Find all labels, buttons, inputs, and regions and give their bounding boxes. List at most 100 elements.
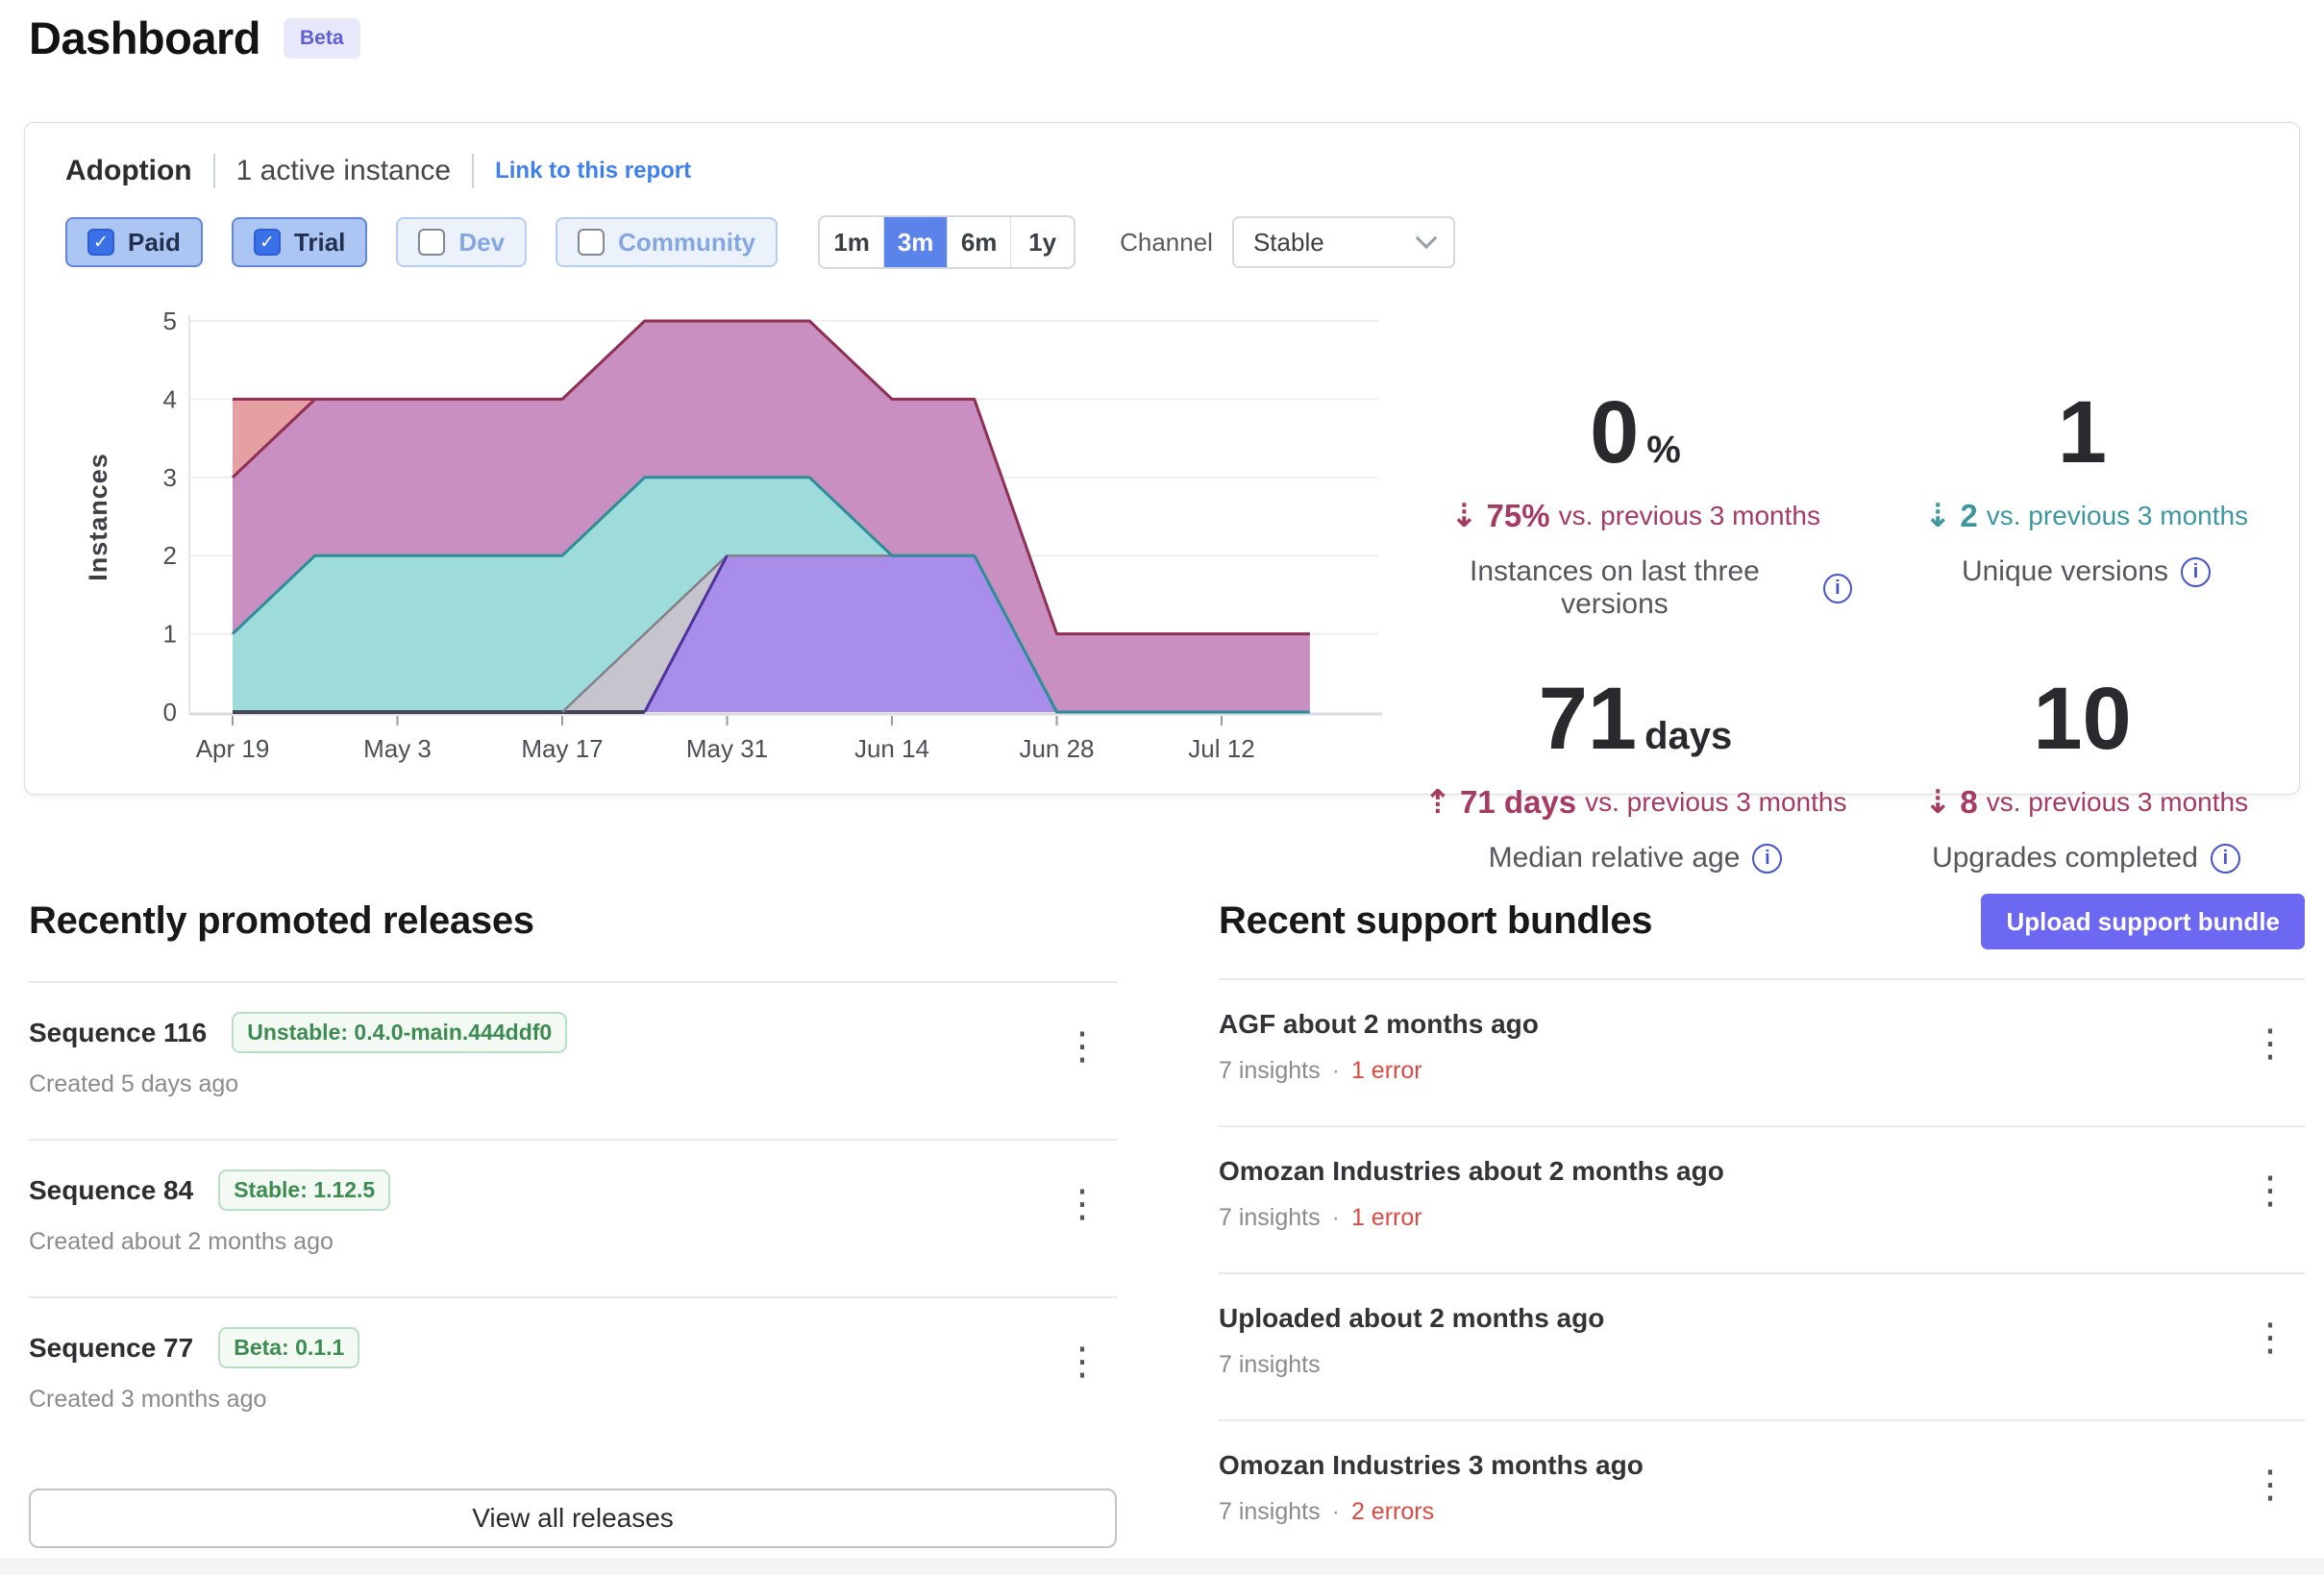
chevron-down-icon bbox=[1415, 227, 1438, 250]
kebab-menu-icon[interactable]: ⋮ bbox=[1053, 1023, 1111, 1070]
x-tick-label: May 17 bbox=[521, 734, 603, 763]
page-bottom-strip bbox=[0, 1559, 2324, 1575]
release-channel-badge: Beta: 0.1.1 bbox=[218, 1327, 360, 1368]
stat-trend: ⇣ 8 vs. previous 3 months bbox=[1923, 783, 2249, 822]
info-icon[interactable]: i bbox=[1752, 843, 1783, 874]
bundle-insights: 7 insights bbox=[1219, 1351, 1321, 1378]
filter-community-checkbox[interactable]: Community bbox=[556, 217, 779, 267]
kebab-menu-icon[interactable]: ⋮ bbox=[2241, 1462, 2299, 1508]
checkbox-icon: ✓ bbox=[87, 229, 114, 256]
adoption-stats: 0% ⇣ 75% vs. previous 3 months Instances… bbox=[1419, 388, 2303, 874]
bundle-meta: 7 insights · 1 error bbox=[1219, 1204, 2305, 1232]
page-title: Dashboard bbox=[29, 12, 261, 63]
upload-support-bundle-button[interactable]: Upload support bundle bbox=[1981, 894, 2305, 949]
stat-label: Upgrades completed i bbox=[1869, 842, 2303, 874]
filter-label: Trial bbox=[293, 227, 346, 257]
trend-arrow-icon: ⇣ bbox=[1450, 497, 1478, 535]
release-row: Sequence 116 Unstable: 0.4.0-main.444ddf… bbox=[29, 981, 1117, 1139]
stat-label: Instances on last three versions i bbox=[1419, 555, 1852, 621]
version-band-mauve bbox=[233, 321, 1310, 712]
range-6m-button[interactable]: 6m bbox=[947, 217, 1011, 267]
trend-arrow-icon: ⇡ bbox=[1423, 783, 1452, 822]
time-range-selector: 1m 3m 6m 1y bbox=[818, 215, 1076, 269]
release-title: Sequence 116 bbox=[29, 1017, 208, 1047]
kebab-menu-icon[interactable]: ⋮ bbox=[1053, 1339, 1111, 1385]
adoption-filters-row: ✓ Paid ✓ Trial Dev Community 1m 3m 6m 1y… bbox=[65, 215, 1455, 269]
filter-label: Paid bbox=[128, 227, 181, 257]
y-tick-label: 1 bbox=[163, 620, 177, 649]
channel-label: Channel bbox=[1120, 227, 1213, 257]
info-icon[interactable]: i bbox=[1822, 573, 1852, 603]
bundle-insights: 7 insights bbox=[1219, 1498, 1321, 1525]
checkbox-icon: ✓ bbox=[253, 229, 281, 256]
x-tick-label: Jun 28 bbox=[1019, 734, 1094, 763]
info-icon[interactable]: i bbox=[2181, 556, 2212, 587]
filter-trial-checkbox[interactable]: ✓ Trial bbox=[231, 217, 368, 267]
release-row: Sequence 84 Stable: 1.12.5 Created about… bbox=[29, 1139, 1117, 1296]
channel-control: Channel Stable bbox=[1120, 216, 1455, 268]
release-created: Created 5 days ago bbox=[29, 1071, 239, 1097]
filter-paid-checkbox[interactable]: ✓ Paid bbox=[65, 217, 203, 267]
stat-upgrades-completed: 10 ⇣ 8 vs. previous 3 months Upgrades co… bbox=[1869, 675, 2303, 874]
adoption-chart[interactable]: 0 1 2 3 4 5 Apr 19 May 3 May 17 May 31 Jun 14 Jun 2… bbox=[25, 286, 1428, 786]
filter-label: Dev bbox=[458, 227, 506, 257]
y-tick-label: 3 bbox=[163, 463, 177, 492]
dot-separator: · bbox=[1331, 1204, 1340, 1231]
channel-selected-value: Stable bbox=[1252, 227, 1324, 257]
range-1m-button[interactable]: 1m bbox=[820, 217, 884, 267]
violet-series-edge bbox=[643, 554, 729, 713]
bundles-list: AGF about 2 months ago 7 insights · 1 er… bbox=[1219, 978, 2305, 1566]
stat-value: 71 days bbox=[1538, 670, 1733, 768]
dot-separator: · bbox=[1331, 1498, 1340, 1525]
range-3m-button[interactable]: 3m bbox=[883, 217, 948, 267]
release-created: Created 3 months ago bbox=[29, 1386, 267, 1413]
y-axis-label: Instances bbox=[84, 453, 112, 581]
y-tick-label: 5 bbox=[163, 307, 177, 335]
recently-promoted-releases-section: Recently promoted releases Sequence 116 … bbox=[29, 894, 1117, 1548]
kebab-menu-icon[interactable]: ⋮ bbox=[2241, 1021, 2299, 1067]
active-instance-count: 1 active instance bbox=[235, 155, 452, 186]
trend-arrow-icon: ⇣ bbox=[1923, 497, 1952, 535]
view-all-releases-button[interactable]: View all releases bbox=[29, 1489, 1117, 1548]
bundle-meta: 7 insights · 1 error bbox=[1219, 1057, 2305, 1085]
checkbox-icon bbox=[578, 229, 606, 256]
bundle-title: Omozan Industries about 2 months ago bbox=[1219, 1156, 1724, 1186]
support-bundle-row: Omozan Industries 3 months ago 7 insight… bbox=[1219, 1419, 2305, 1566]
support-bundle-row: Omozan Industries about 2 months ago 7 i… bbox=[1219, 1125, 2305, 1272]
filter-dev-checkbox[interactable]: Dev bbox=[396, 217, 528, 267]
stat-value: 10 bbox=[2033, 670, 2132, 768]
support-bundle-row: Uploaded about 2 months ago 7 insights ⋮ bbox=[1219, 1272, 2305, 1419]
checkbox-icon bbox=[418, 229, 446, 256]
link-to-report[interactable]: Link to this report bbox=[495, 158, 692, 184]
x-tick-label: May 31 bbox=[686, 734, 768, 763]
range-1y-button[interactable]: 1y bbox=[1010, 217, 1075, 267]
stat-trend: ⇣ 2 vs. previous 3 months bbox=[1923, 497, 2249, 535]
x-tick-label: Jun 14 bbox=[854, 734, 929, 763]
support-bundle-row: AGF about 2 months ago 7 insights · 1 er… bbox=[1219, 978, 2305, 1125]
kebab-menu-icon[interactable]: ⋮ bbox=[2241, 1168, 2299, 1214]
bundle-meta: 7 insights · 2 errors bbox=[1219, 1498, 2305, 1526]
adoption-title: Adoption bbox=[65, 155, 192, 186]
x-tick-label: May 3 bbox=[363, 734, 432, 763]
release-channel-badge: Unstable: 0.4.0-main.444ddf0 bbox=[232, 1012, 568, 1053]
release-title: Sequence 84 bbox=[29, 1174, 194, 1205]
bundle-title: Uploaded about 2 months ago bbox=[1219, 1303, 1605, 1333]
adoption-area-chart[interactable]: 0 1 2 3 4 5 Apr 19 May 3 May 17 May 31 Jun 14 Jun 2… bbox=[25, 286, 1428, 786]
channel-select[interactable]: Stable bbox=[1231, 216, 1455, 268]
bundle-errors: 1 error bbox=[1350, 1057, 1422, 1084]
stat-label: Unique versions i bbox=[1869, 555, 2303, 588]
total-top bbox=[231, 319, 1310, 636]
kebab-menu-icon[interactable]: ⋮ bbox=[2241, 1315, 2299, 1361]
dot-separator: · bbox=[1331, 1057, 1340, 1084]
releases-heading: Recently promoted releases bbox=[29, 899, 534, 942]
adoption-card-header: Adoption 1 active instance Link to this … bbox=[65, 154, 691, 188]
kebab-menu-icon[interactable]: ⋮ bbox=[1053, 1181, 1111, 1227]
release-channel-badge: Stable: 1.12.5 bbox=[218, 1169, 391, 1211]
stat-unique-versions: 1 ⇣ 2 vs. previous 3 months Unique versi… bbox=[1869, 388, 2303, 621]
release-created: Created about 2 months ago bbox=[29, 1228, 334, 1255]
y-tick-label: 0 bbox=[163, 698, 177, 726]
stat-value: 0% bbox=[1590, 383, 1681, 481]
filter-label: Community bbox=[618, 227, 756, 257]
info-icon[interactable]: i bbox=[2210, 843, 2240, 874]
page-header: Dashboard Beta bbox=[29, 12, 360, 64]
